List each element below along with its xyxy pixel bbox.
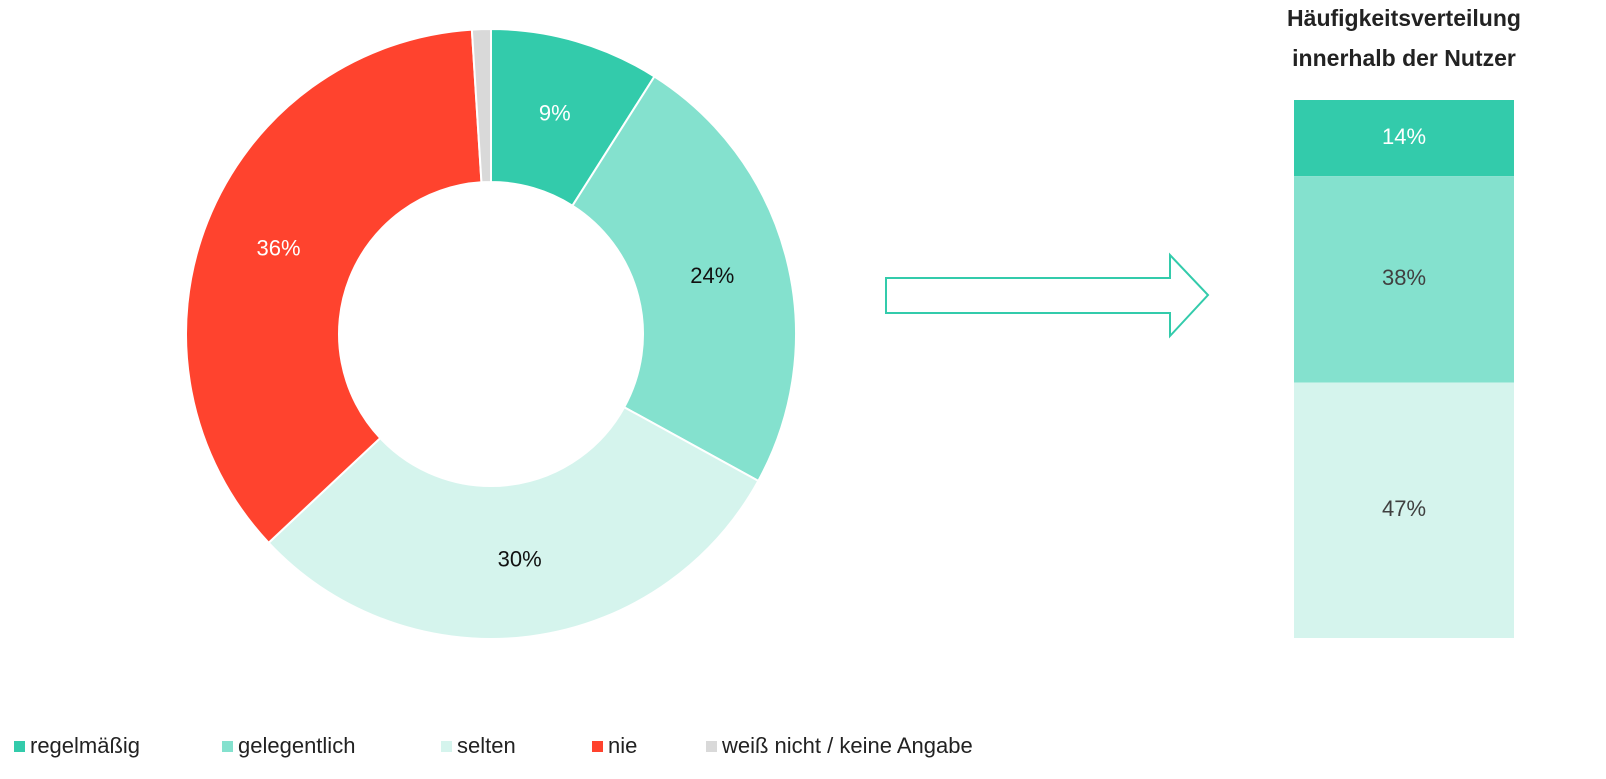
bar-segment <box>1294 100 1514 177</box>
legend-swatch <box>592 741 603 752</box>
legend-swatch <box>706 741 717 752</box>
legend-swatch <box>14 741 25 752</box>
legend-label: nie <box>608 733 637 758</box>
data-label: 24% <box>690 263 734 288</box>
data-label: 9% <box>539 100 571 125</box>
donut-slice <box>470 27 492 184</box>
data-label: 47% <box>1382 496 1426 521</box>
bar-title: innerhalb der Nutzer <box>1292 45 1516 71</box>
data-label: 14% <box>1382 124 1426 149</box>
donut-slice <box>267 405 760 640</box>
data-label: 36% <box>257 236 301 261</box>
arrow <box>885 252 1210 339</box>
bar-segment <box>1294 176 1514 383</box>
bar-segment <box>1294 382 1514 638</box>
data-label: 30% <box>498 547 542 572</box>
legend-label: gelegentlich <box>238 733 355 758</box>
legend-label: selten <box>457 733 516 758</box>
donut-slice <box>571 75 797 483</box>
legend-label: regelmäßig <box>30 733 140 758</box>
legend-swatch <box>222 741 233 752</box>
donut-slice <box>185 28 483 545</box>
data-label: 38% <box>1382 265 1426 290</box>
legend-swatch <box>441 741 452 752</box>
legend-label: weiß nicht / keine Angabe <box>721 733 973 758</box>
bar-title: Häufigkeitsverteilung <box>1287 5 1521 31</box>
